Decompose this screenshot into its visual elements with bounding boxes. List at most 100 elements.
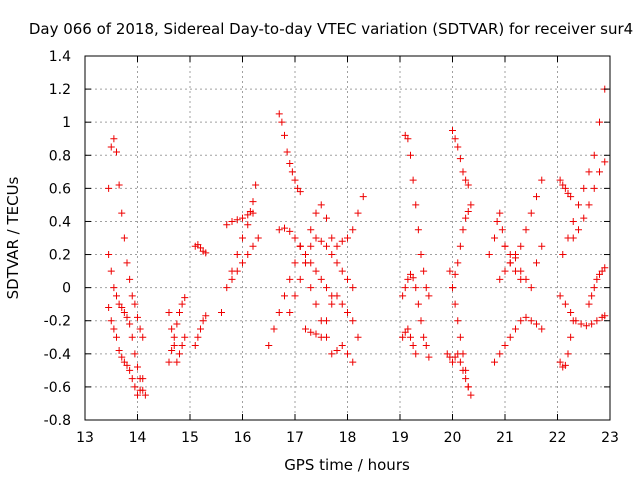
data-point — [451, 270, 459, 278]
x-tick-label: 13 — [76, 430, 94, 446]
data-point — [181, 294, 189, 302]
series-track-29 — [556, 317, 577, 371]
data-point — [113, 333, 120, 341]
data-point — [110, 135, 118, 143]
data-point — [291, 259, 299, 267]
data-point — [354, 333, 362, 341]
data-point — [538, 176, 546, 184]
series-track-17 — [307, 193, 367, 250]
data-point — [233, 216, 241, 224]
y-tick-label: 1.4 — [49, 49, 71, 65]
data-point — [118, 303, 126, 311]
data-point — [131, 350, 139, 358]
data-point — [588, 320, 596, 328]
data-point — [286, 227, 294, 235]
series-track-30 — [556, 176, 575, 201]
data-point — [496, 350, 504, 358]
data-point — [556, 358, 564, 366]
data-point — [173, 320, 181, 328]
data-point — [417, 317, 425, 325]
data-point — [333, 347, 341, 355]
data-point — [105, 303, 113, 311]
ticks-layer: 13 14 15 16 17 18 19 20 21 22 23 -0.8 -0.6 -0.4 -0.2 0 0… — [44, 49, 619, 446]
data-point — [501, 342, 509, 350]
data-point — [296, 242, 304, 250]
data-point — [527, 209, 535, 217]
data-point — [239, 214, 246, 222]
data-point — [333, 259, 341, 267]
data-point — [123, 313, 131, 321]
data-point — [136, 325, 144, 333]
data-point — [134, 363, 141, 371]
data-point — [409, 176, 417, 184]
data-point — [115, 347, 123, 355]
data-point — [317, 237, 325, 245]
data-point — [199, 317, 207, 325]
data-point — [202, 312, 210, 320]
series-track-24 — [449, 201, 475, 292]
data-point — [559, 251, 567, 259]
data-point — [254, 234, 262, 242]
data-point — [120, 234, 128, 242]
data-point — [590, 151, 598, 159]
data-point — [407, 151, 414, 159]
data-point — [506, 259, 514, 267]
x-tick-label: 22 — [549, 430, 567, 446]
data-point — [575, 226, 582, 234]
data-point — [307, 226, 315, 234]
data-point — [412, 350, 420, 358]
x-tick-label: 15 — [181, 430, 199, 446]
data-point — [467, 201, 475, 209]
data-point — [278, 118, 286, 126]
series-track-19 — [399, 270, 433, 361]
data-point — [249, 198, 257, 206]
data-point — [464, 383, 472, 391]
data-point — [113, 292, 120, 300]
data-point — [590, 284, 598, 292]
data-point — [244, 251, 252, 259]
series-track-26 — [491, 313, 546, 366]
data-point — [449, 126, 456, 134]
data-point — [178, 300, 186, 308]
data-point — [302, 251, 309, 259]
data-point — [491, 358, 498, 366]
data-point — [328, 234, 336, 242]
data-point — [275, 110, 283, 118]
chart-title: Day 066 of 2018, Sidereal Day-to-day VTE… — [29, 20, 633, 38]
data-point — [401, 284, 409, 292]
data-point — [501, 242, 509, 250]
data-point — [412, 201, 420, 209]
data-point — [170, 333, 178, 341]
data-point — [178, 342, 186, 350]
data-point — [107, 267, 115, 275]
data-point — [501, 267, 509, 275]
data-point — [302, 259, 309, 267]
data-point — [128, 333, 136, 341]
data-point — [139, 333, 147, 341]
x-tick-label: 14 — [129, 430, 147, 446]
data-point — [323, 214, 330, 222]
data-point — [136, 386, 144, 394]
data-point — [131, 300, 139, 308]
data-point — [275, 308, 283, 316]
data-point — [181, 333, 189, 341]
x-tick-label: 21 — [496, 430, 514, 446]
data-point — [110, 284, 118, 292]
data-point — [462, 214, 470, 222]
data-point — [459, 168, 467, 176]
data-point — [399, 292, 407, 300]
data-point — [307, 242, 315, 250]
series-track-10 — [228, 234, 262, 283]
data-point — [533, 193, 540, 201]
data-point — [569, 217, 577, 225]
data-point — [420, 333, 428, 341]
series-track-2 — [105, 251, 149, 399]
data-point — [462, 375, 470, 383]
data-point — [601, 264, 609, 272]
data-point — [286, 160, 294, 168]
data-point — [176, 350, 183, 358]
data-point — [317, 201, 325, 209]
data-point — [107, 317, 115, 325]
data-point — [118, 209, 126, 217]
data-point — [275, 226, 283, 234]
